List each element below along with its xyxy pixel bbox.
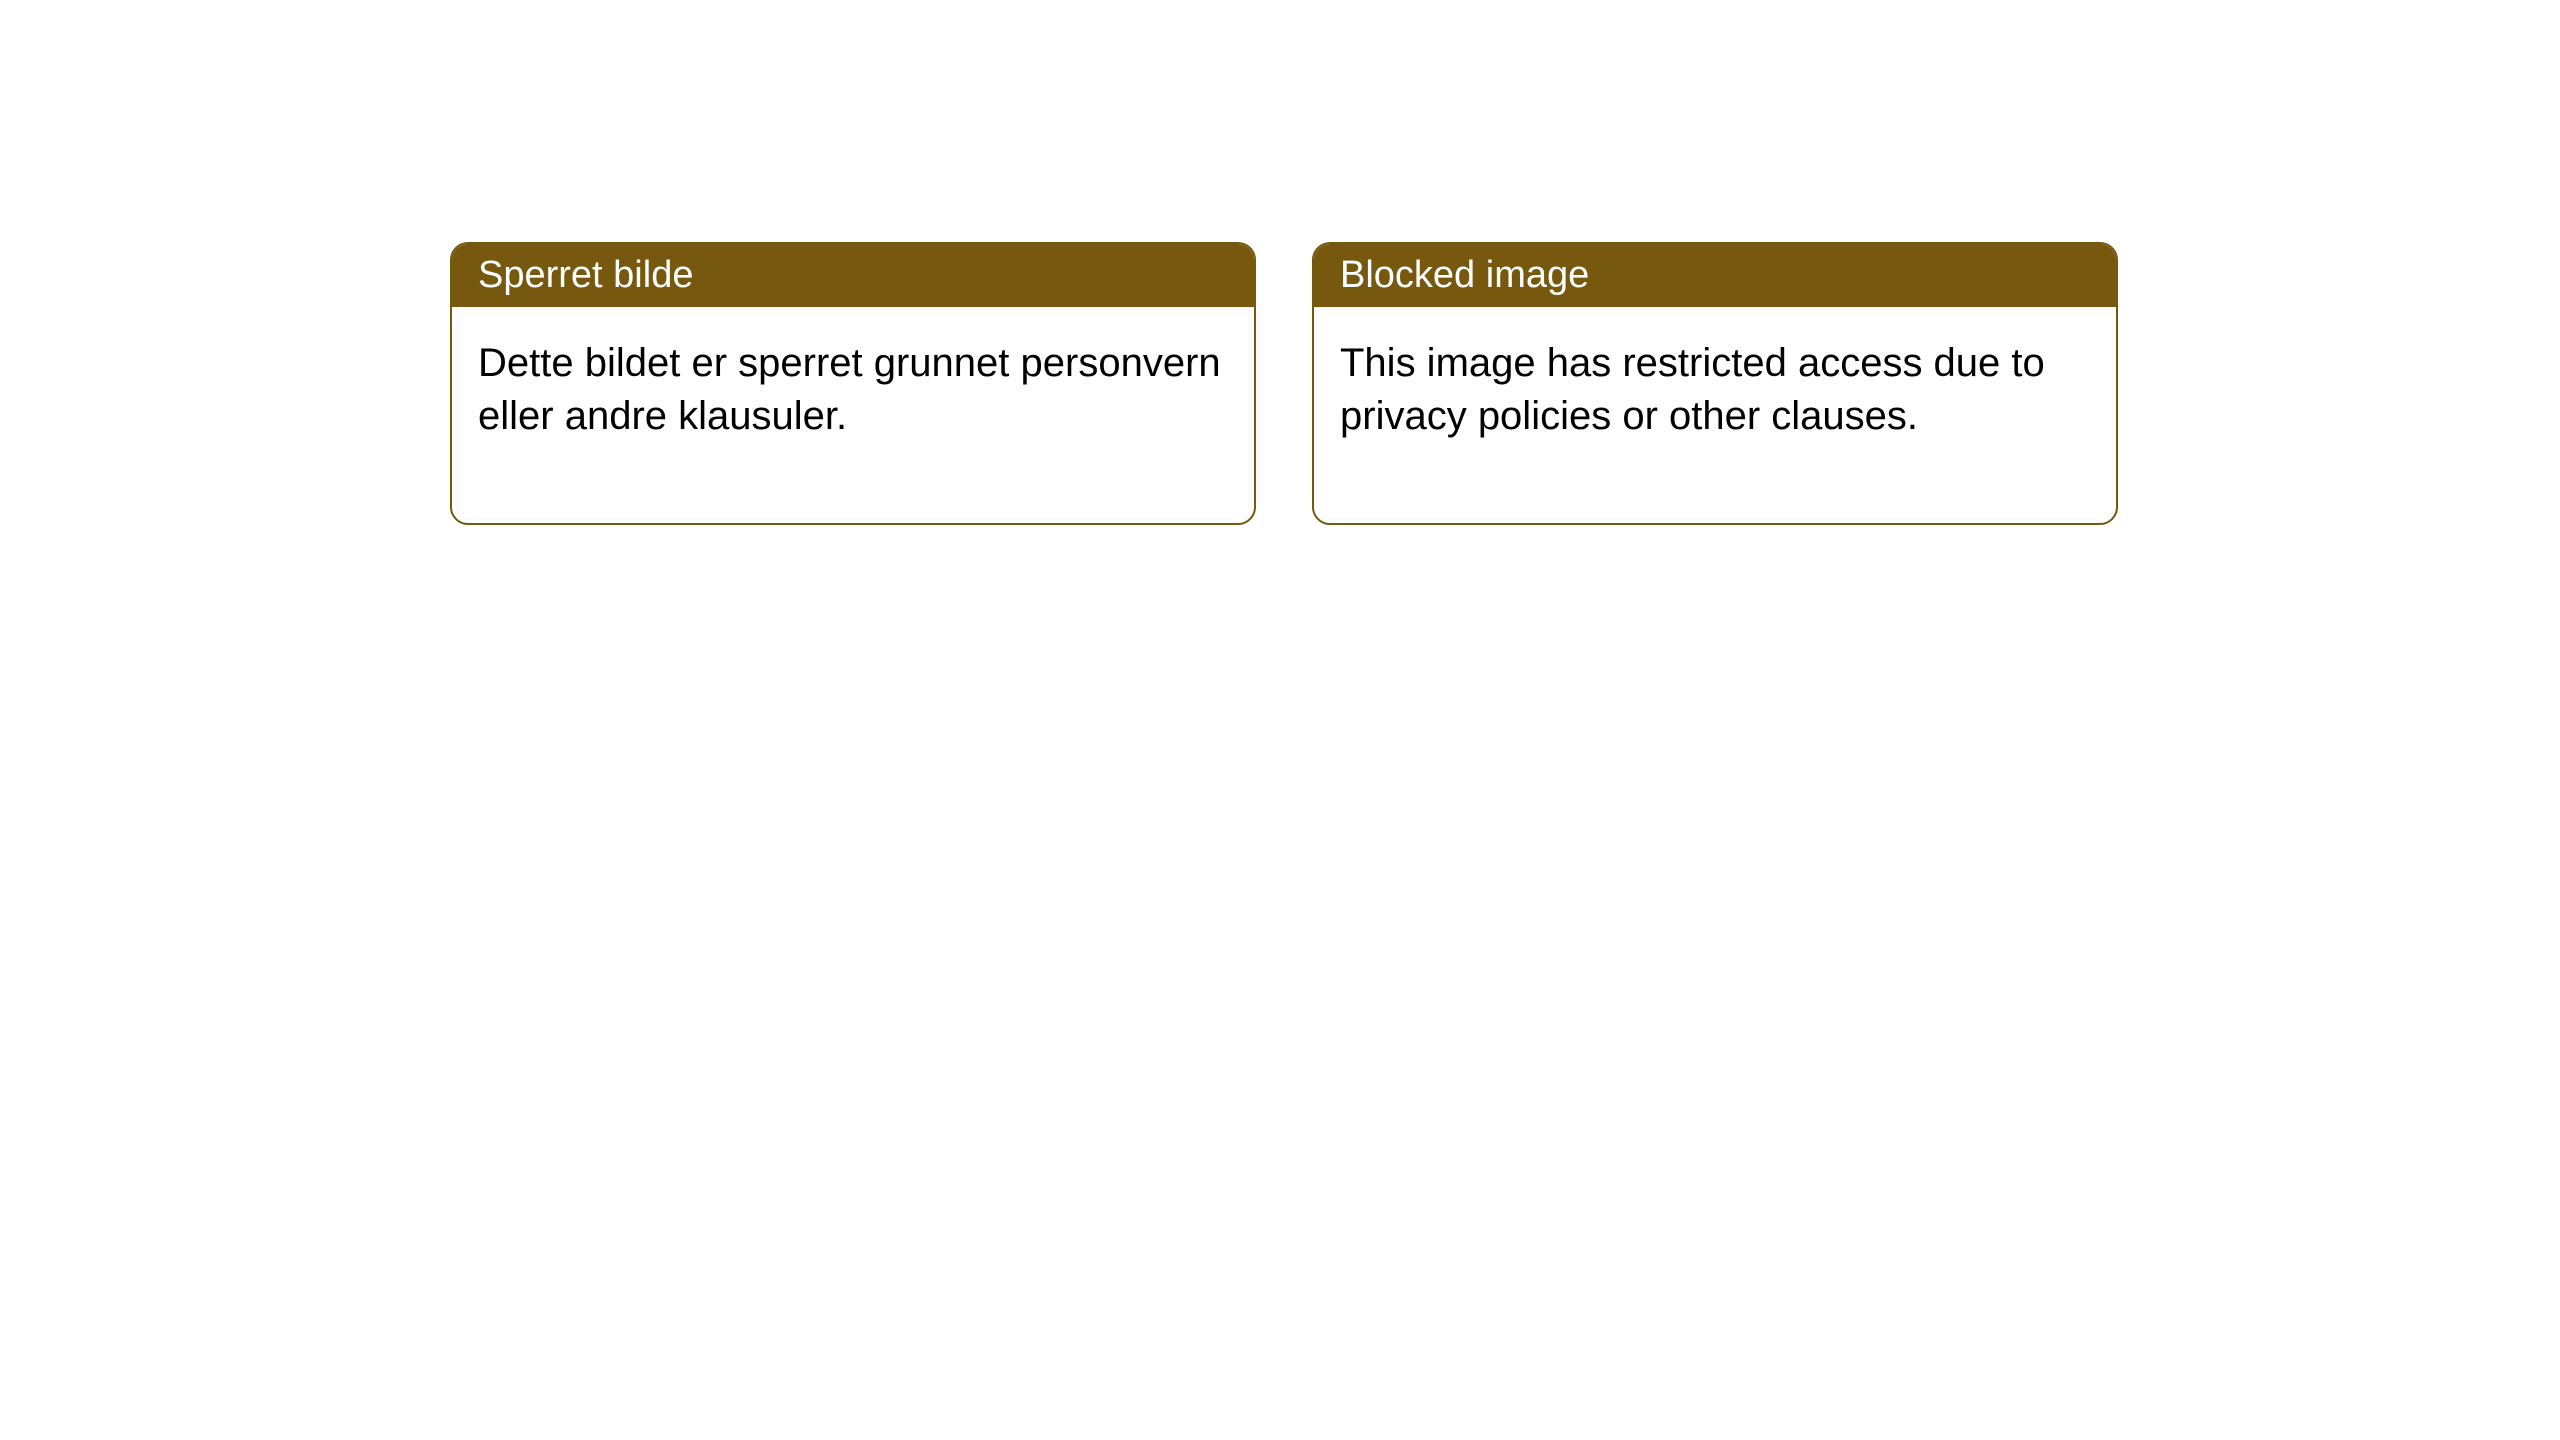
notice-card-norwegian: Sperret bilde Dette bildet er sperret gr… bbox=[450, 242, 1256, 525]
notice-cards-container: Sperret bilde Dette bildet er sperret gr… bbox=[0, 0, 2560, 525]
notice-card-body: Dette bildet er sperret grunnet personve… bbox=[452, 307, 1254, 523]
notice-card-title: Blocked image bbox=[1314, 244, 2116, 307]
notice-card-body: This image has restricted access due to … bbox=[1314, 307, 2116, 523]
notice-card-title: Sperret bilde bbox=[452, 244, 1254, 307]
notice-card-english: Blocked image This image has restricted … bbox=[1312, 242, 2118, 525]
